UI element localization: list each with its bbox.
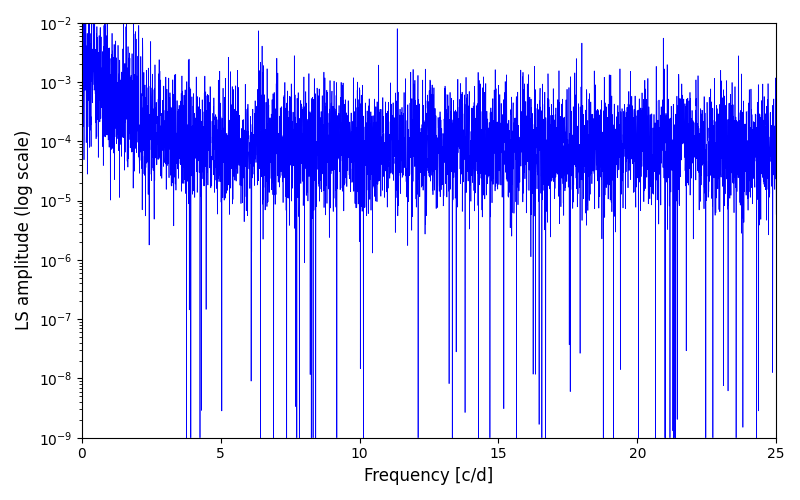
Y-axis label: LS amplitude (log scale): LS amplitude (log scale)	[15, 130, 33, 330]
X-axis label: Frequency [c/d]: Frequency [c/d]	[364, 467, 494, 485]
